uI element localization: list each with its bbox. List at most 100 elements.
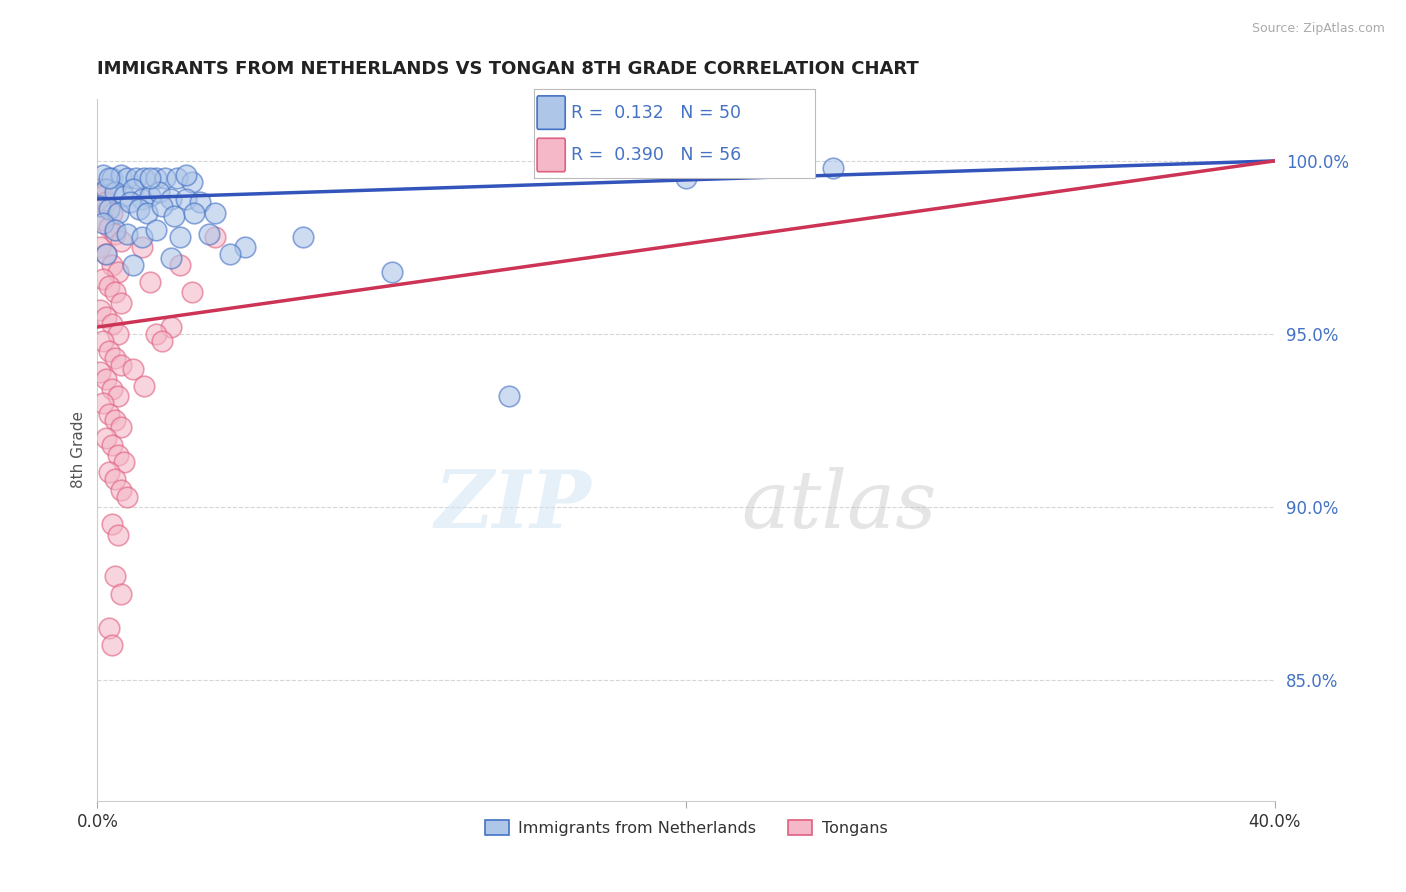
- Point: [98, 407, 121, 421]
- Point: [118, 195, 141, 210]
- Point: [89, 199, 111, 213]
- Point: [107, 265, 129, 279]
- Point: [150, 334, 173, 348]
- Point: [139, 171, 162, 186]
- Point: [96, 372, 118, 386]
- Point: [91, 168, 114, 182]
- Point: [91, 334, 114, 348]
- Point: [107, 326, 129, 341]
- Point: [110, 168, 132, 182]
- Text: atlas: atlas: [741, 467, 936, 545]
- Point: [131, 192, 153, 206]
- Point: [204, 206, 226, 220]
- Point: [115, 227, 138, 241]
- Point: [98, 466, 121, 480]
- Point: [166, 171, 188, 186]
- Point: [112, 455, 135, 469]
- Point: [104, 185, 127, 199]
- Point: [233, 240, 256, 254]
- Point: [104, 569, 127, 583]
- Point: [104, 351, 127, 366]
- Point: [121, 361, 143, 376]
- Point: [107, 389, 129, 403]
- Point: [91, 188, 114, 202]
- Text: R =  0.390   N = 56: R = 0.390 N = 56: [571, 146, 741, 164]
- Point: [98, 344, 121, 359]
- Point: [110, 420, 132, 434]
- Point: [145, 171, 167, 186]
- Point: [134, 171, 156, 186]
- Point: [198, 227, 221, 241]
- Point: [180, 285, 202, 300]
- Legend: Immigrants from Netherlands, Tongans: Immigrants from Netherlands, Tongans: [478, 814, 894, 842]
- FancyBboxPatch shape: [537, 96, 565, 129]
- Point: [148, 185, 170, 199]
- Point: [101, 171, 124, 186]
- Point: [110, 234, 132, 248]
- Point: [110, 358, 132, 372]
- Point: [218, 247, 240, 261]
- Point: [131, 240, 153, 254]
- Point: [96, 247, 118, 261]
- Point: [98, 621, 121, 635]
- Point: [180, 175, 202, 189]
- Point: [675, 171, 697, 186]
- Point: [89, 302, 111, 317]
- Point: [104, 223, 127, 237]
- Text: IMMIGRANTS FROM NETHERLANDS VS TONGAN 8TH GRADE CORRELATION CHART: IMMIGRANTS FROM NETHERLANDS VS TONGAN 8T…: [97, 60, 920, 78]
- Point: [98, 171, 121, 186]
- Point: [91, 212, 114, 227]
- Text: Source: ZipAtlas.com: Source: ZipAtlas.com: [1251, 22, 1385, 36]
- Point: [96, 181, 118, 195]
- Point: [204, 230, 226, 244]
- Point: [498, 389, 520, 403]
- Text: R =  0.132   N = 50: R = 0.132 N = 50: [571, 103, 741, 122]
- Point: [139, 188, 162, 202]
- Point: [101, 517, 124, 532]
- Point: [89, 240, 111, 254]
- Text: ZIP: ZIP: [434, 467, 592, 545]
- Point: [110, 586, 132, 600]
- Point: [110, 295, 132, 310]
- Point: [101, 317, 124, 331]
- Point: [107, 448, 129, 462]
- Point: [101, 438, 124, 452]
- Point: [153, 171, 176, 186]
- Point: [96, 195, 118, 210]
- Point: [115, 171, 138, 186]
- Point: [96, 431, 118, 445]
- Point: [101, 258, 124, 272]
- Point: [145, 223, 167, 237]
- Point: [131, 230, 153, 244]
- Point: [104, 227, 127, 241]
- Point: [160, 320, 183, 334]
- Point: [121, 258, 143, 272]
- Point: [96, 310, 118, 324]
- Point: [139, 275, 162, 289]
- FancyBboxPatch shape: [537, 138, 565, 171]
- Point: [174, 168, 197, 182]
- Point: [160, 192, 183, 206]
- Point: [823, 161, 845, 175]
- Point: [110, 483, 132, 497]
- Point: [163, 209, 186, 223]
- Point: [89, 365, 111, 379]
- Point: [190, 195, 212, 210]
- Point: [381, 265, 404, 279]
- Point: [91, 216, 114, 230]
- Point: [169, 258, 191, 272]
- Point: [104, 413, 127, 427]
- Point: [169, 230, 191, 244]
- Point: [112, 188, 135, 202]
- Point: [128, 202, 150, 217]
- Point: [96, 247, 118, 261]
- Point: [150, 199, 173, 213]
- Point: [89, 181, 111, 195]
- Point: [101, 639, 124, 653]
- Point: [160, 251, 183, 265]
- Point: [115, 490, 138, 504]
- Point: [292, 230, 315, 244]
- Point: [136, 206, 159, 220]
- Point: [134, 379, 156, 393]
- Point: [107, 206, 129, 220]
